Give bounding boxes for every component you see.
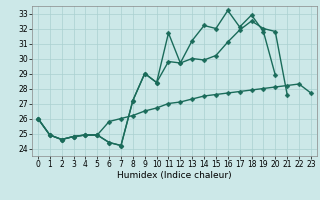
X-axis label: Humidex (Indice chaleur): Humidex (Indice chaleur) (117, 171, 232, 180)
